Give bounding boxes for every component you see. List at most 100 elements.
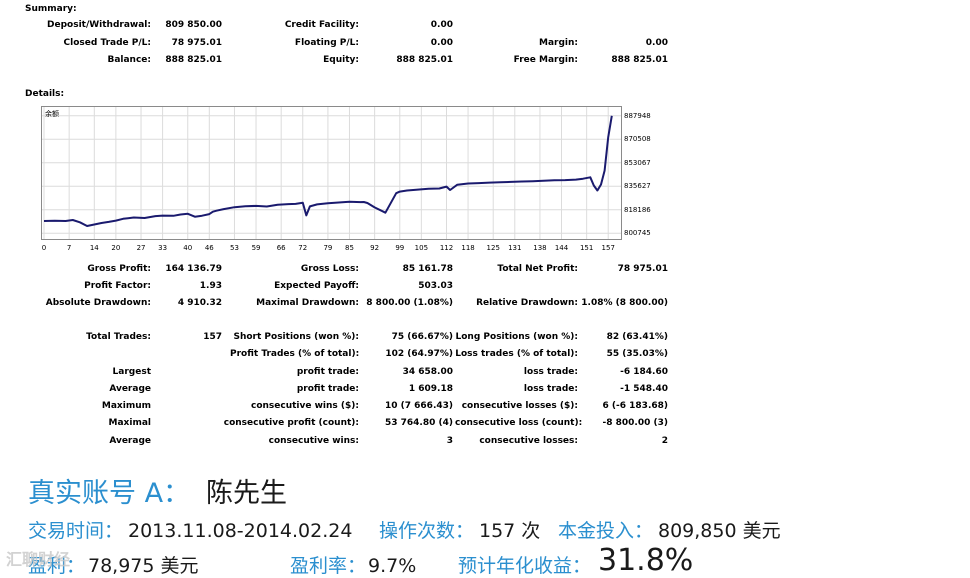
period-label: 交易时间：	[28, 520, 124, 542]
equity-value: 888 825.01	[396, 55, 453, 65]
total-net-profit-value: 78 975.01	[617, 264, 668, 274]
free-margin-label: Free Margin:	[513, 55, 578, 65]
y-tick-label: 870508	[624, 135, 651, 144]
gross-profit-value: 164 136.79	[165, 264, 222, 274]
largest-label: Largest	[112, 367, 151, 377]
equity-label: Equity:	[323, 55, 359, 65]
x-tick-label: 157	[601, 244, 615, 252]
x-tick-label: 112	[439, 244, 454, 252]
x-tick-label: 99	[395, 244, 405, 252]
avg-consecutive-wins-label: consecutive wins:	[268, 436, 359, 446]
max-consecutive-wins-label: consecutive wins ($):	[250, 401, 359, 411]
short-positions-label: Short Positions (won %):	[233, 332, 359, 342]
free-margin-value: 888 825.01	[611, 55, 668, 65]
closed-pl-value: 78 975.01	[171, 38, 222, 48]
profit-factor-value: 1.93	[199, 281, 222, 291]
y-tick-label: 835627	[624, 182, 651, 191]
y-tick-label: 853067	[624, 158, 651, 167]
ops-label: 操作次数：	[379, 520, 475, 542]
total-trades-label: Total Trades:	[86, 332, 151, 342]
account-owner: 陈先生	[206, 478, 287, 509]
deposit-value: 809 850.00	[165, 20, 222, 30]
average-profit-value: 1 609.18	[408, 384, 453, 394]
x-tick-label: 27	[136, 244, 146, 252]
balance-line-series-0	[43, 115, 613, 227]
maximal-drawdown-label: Maximal Drawdown:	[256, 298, 359, 308]
largest-profit-value: 34 658.00	[402, 367, 453, 377]
profit-rate-label: 盈利率：	[290, 555, 367, 577]
x-tick-label: 118	[461, 244, 475, 252]
x-tick-label: 151	[579, 244, 594, 252]
x-tick-label: 66	[276, 244, 286, 252]
expected-payoff-label: Expected Payoff:	[274, 281, 359, 291]
x-tick-label: 7	[66, 244, 72, 252]
max-consecutive-wins-value: 10 (7 666.43)	[384, 401, 453, 411]
credit-label: Credit Facility:	[284, 20, 359, 30]
balance-chart: 余额	[41, 106, 622, 240]
largest-loss-label: loss trade:	[523, 367, 578, 377]
relative-drawdown-value: 1.08% (8 800.00)	[581, 298, 668, 308]
avg-consecutive-wins-value: 3	[446, 436, 453, 446]
x-tick-label: 92	[370, 244, 380, 252]
gross-loss-value: 85 161.78	[402, 264, 453, 274]
maximum-label: Maximum	[101, 401, 151, 411]
profit-factor-label: Profit Factor:	[84, 281, 151, 291]
x-tick-label: 85	[345, 244, 354, 252]
avg-consecutive-losses-value: 2	[661, 436, 668, 446]
credit-value: 0.00	[430, 20, 453, 30]
summary-heading: Summary:	[25, 4, 77, 14]
maximal-consecutive-loss-value: -8 800.00 (3)	[602, 418, 668, 428]
short-positions-value: 75 (66.67%)	[391, 332, 453, 342]
closed-pl-label: Closed Trade P/L:	[63, 38, 151, 48]
x-tick-label: 72	[298, 244, 308, 252]
balance-value: 888 825.01	[165, 55, 222, 65]
profit-rate-value: 9.7%	[368, 555, 417, 577]
avg-consecutive-losses-label: consecutive losses:	[479, 436, 578, 446]
loss-trades-value: 55 (35.03%)	[606, 349, 668, 359]
floating-pl-value: 0.00	[430, 38, 453, 48]
ops-value: 157 次	[479, 520, 541, 542]
y-tick-label: 818186	[624, 205, 651, 214]
capital-value: 809,850 美元	[658, 520, 781, 542]
x-tick-label: 40	[183, 244, 193, 252]
profit-trades-value: 102 (64.97%)	[385, 349, 453, 359]
x-tick-label: 53	[230, 244, 239, 252]
x-tick-label: 125	[486, 244, 500, 252]
deposit-label: Deposit/Withdrawal:	[47, 20, 151, 30]
profit-value: 78,975 美元	[88, 555, 199, 577]
average-profit-label: profit trade:	[296, 384, 359, 394]
long-positions-value: 82 (63.41%)	[606, 332, 668, 342]
gross-profit-label: Gross Profit:	[87, 264, 151, 274]
balance-label: Balance:	[107, 55, 151, 65]
max-consecutive-losses-label: consecutive losses ($):	[461, 401, 578, 411]
x-tick-label: 14	[89, 244, 99, 252]
x-tick-label: 105	[414, 244, 429, 252]
capital-label: 本金投入：	[558, 520, 654, 542]
annual-return-label: 预计年化收益：	[458, 555, 592, 577]
average-loss-value: -1 548.40	[620, 384, 668, 394]
x-tick-label: 20	[111, 244, 121, 252]
maximal-consecutive-profit-value: 53 764.80 (4)	[384, 418, 453, 428]
profit-trades-label: Profit Trades (% of total):	[230, 349, 360, 359]
watermark-logo: 汇聊财经	[6, 550, 71, 569]
largest-profit-label: profit trade:	[296, 367, 359, 377]
loss-trades-label: Loss trades (% of total):	[455, 349, 578, 359]
x-tick-label: 138	[533, 244, 547, 252]
absolute-drawdown-value: 4 910.32	[177, 298, 222, 308]
x-tick-label: 131	[508, 244, 522, 252]
maximal-label: Maximal	[108, 418, 151, 428]
x-tick-label: 0	[41, 244, 47, 252]
gross-loss-label: Gross Loss:	[300, 264, 359, 274]
x-tick-label: 46	[204, 244, 214, 252]
long-positions-label: Long Positions (won %):	[455, 332, 578, 342]
margin-value: 0.00	[645, 38, 668, 48]
relative-drawdown-label: Relative Drawdown:	[476, 298, 578, 308]
y-tick-label: 800745	[624, 229, 651, 238]
absolute-drawdown-label: Absolute Drawdown:	[45, 298, 151, 308]
expected-payoff-value: 503.03	[418, 281, 453, 291]
maximal-consecutive-loss-label: consecutive loss (count):	[455, 418, 583, 428]
average-consecutive-label: Average	[109, 436, 151, 446]
y-tick-label: 887948	[624, 111, 651, 120]
annual-return-value: 31.8%	[598, 543, 694, 578]
period-value: 2013.11.08-2014.02.24	[128, 520, 353, 542]
